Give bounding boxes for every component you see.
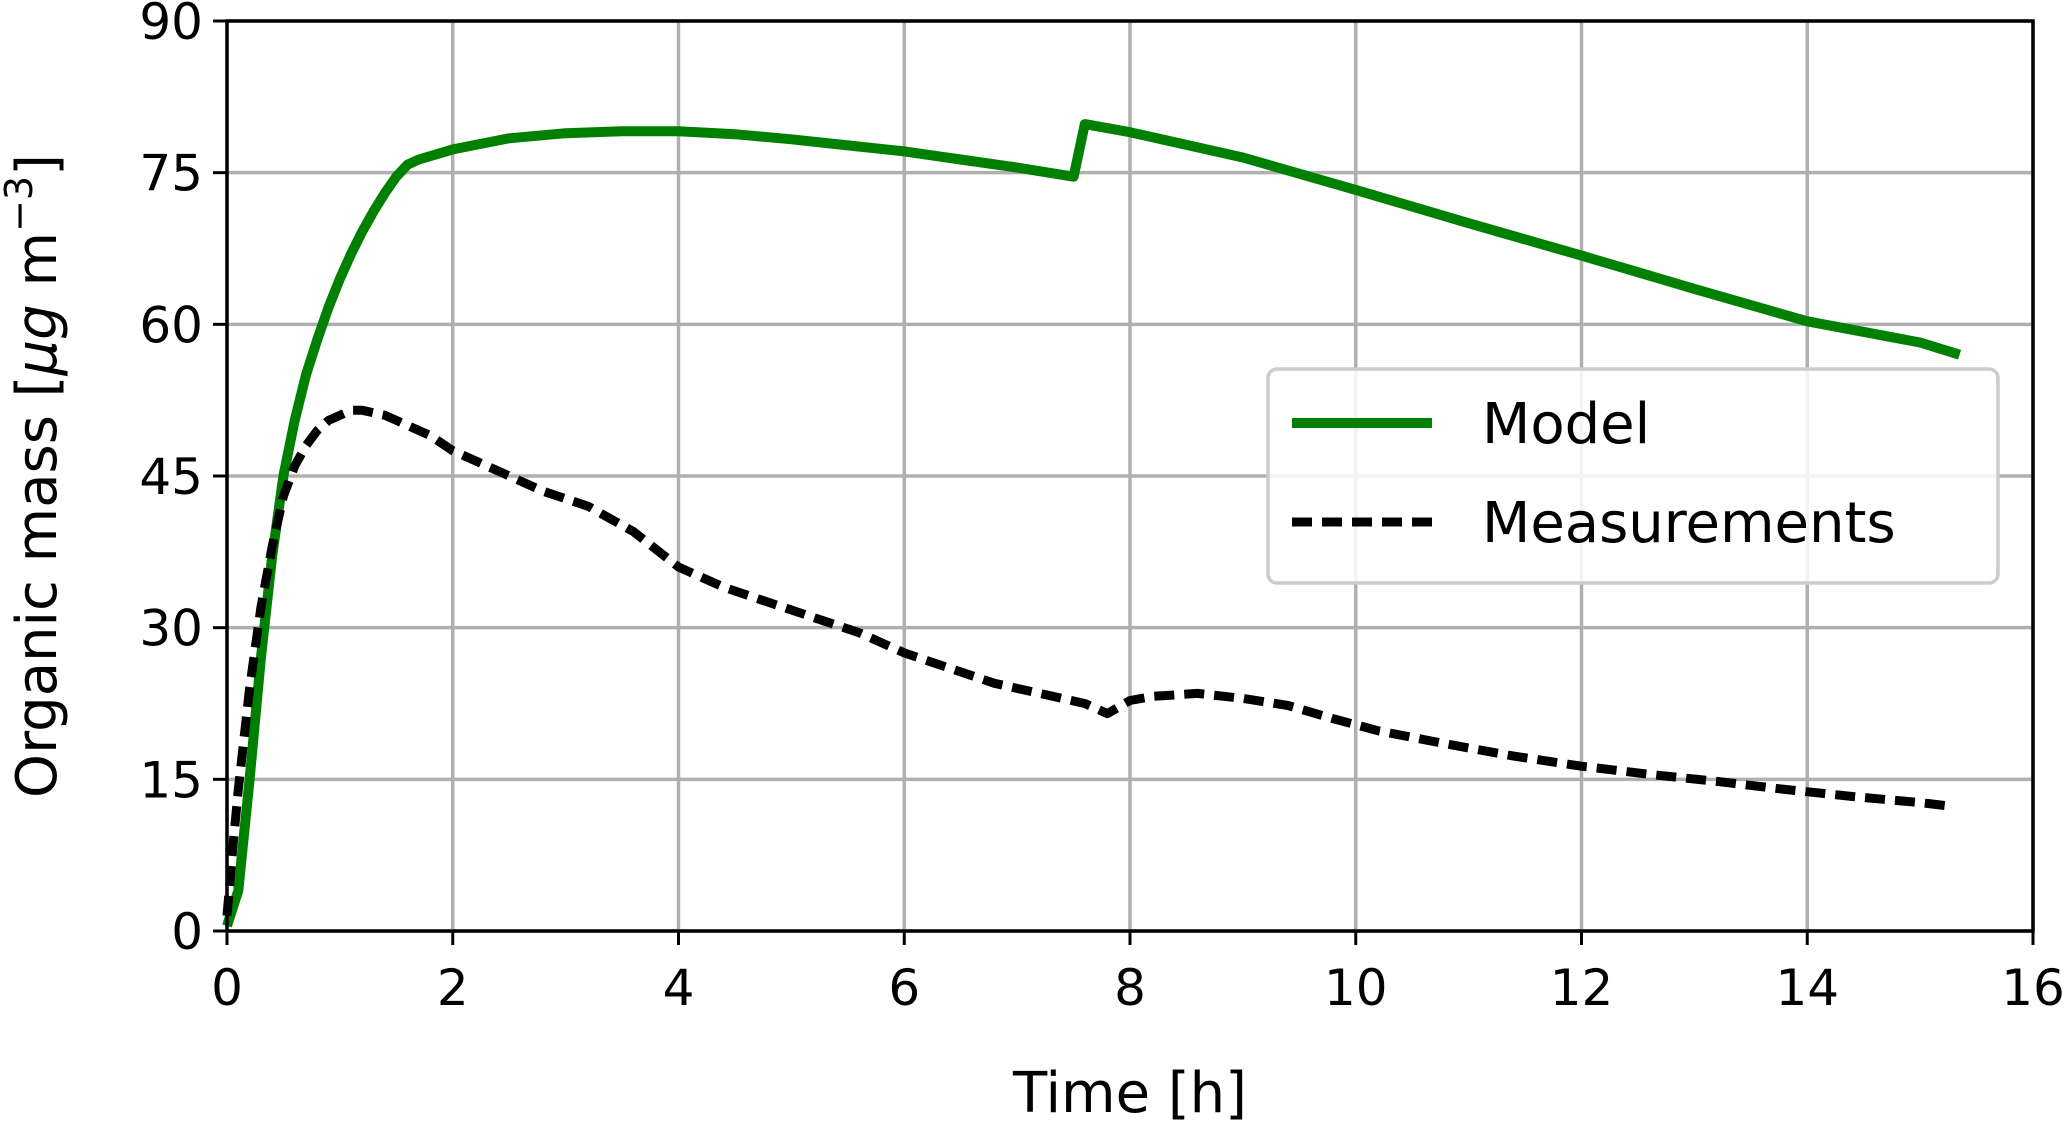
- y-tick-label: 0: [171, 903, 203, 961]
- x-tick-label: 8: [1114, 959, 1146, 1017]
- model-series-line: [222, 119, 1962, 928]
- y-tick-label: 45: [139, 448, 203, 506]
- x-tick-label: 12: [1550, 959, 1614, 1017]
- x-axis-label: Time [h]: [1012, 1061, 1247, 1125]
- y-tick-label: 75: [139, 145, 203, 203]
- legend: Model Measurements: [1266, 367, 2000, 585]
- y-tick-label: 15: [139, 751, 203, 809]
- legend-label: Measurements: [1482, 491, 1896, 556]
- x-tick-label: 10: [1324, 959, 1388, 1017]
- y-tick-label: 30: [139, 600, 203, 658]
- legend-box: [1266, 367, 2000, 585]
- y-axis-label: Organic mass [μg m−3]: [0, 154, 70, 798]
- x-tick-label: 14: [1775, 959, 1839, 1017]
- x-tick-label: 4: [663, 959, 695, 1017]
- plot-series: [222, 119, 1962, 928]
- y-axis-label-mu: μ: [5, 340, 70, 377]
- y-axis-label-exponent: −3: [0, 176, 41, 232]
- y-axis-label-suffix: ]: [5, 154, 70, 176]
- measurements-series-line: [222, 405, 1955, 917]
- y-axis-label-unit: m: [5, 232, 70, 304]
- y-tick-label: 90: [139, 0, 203, 51]
- y-axis-label-prefix: Organic mass [: [5, 375, 70, 798]
- x-tick-label: 6: [888, 959, 920, 1017]
- x-tick-label: 0: [211, 959, 243, 1017]
- axis-tick-labels: 0 2 4 6 8 10 12 14 16 0 15 30 45 60 75 90: [139, 0, 2064, 1017]
- legend-label: Model: [1482, 392, 1650, 457]
- axis-ticks: [213, 19, 2035, 945]
- y-tick-label: 60: [139, 296, 203, 354]
- x-tick-label: 2: [437, 959, 469, 1017]
- x-tick-label: 16: [2001, 959, 2065, 1017]
- y-axis-label-g: g: [5, 304, 70, 340]
